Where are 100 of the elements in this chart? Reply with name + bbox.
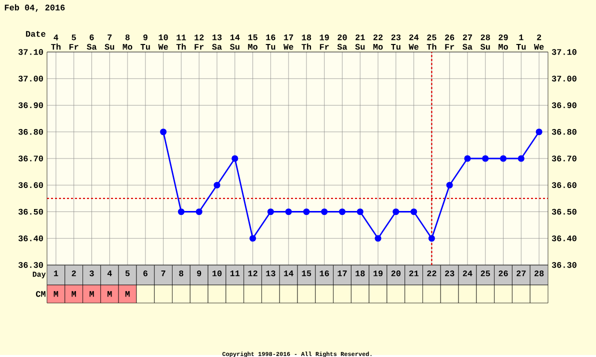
x-tick-label: 23 xyxy=(445,270,454,276)
y2-tick-label: 37.10 xyxy=(552,48,576,55)
point xyxy=(178,208,184,215)
x-tick-label: 13 xyxy=(266,270,276,276)
text: 22 Mo xyxy=(373,34,383,50)
y-tick-label: 36.90 xyxy=(18,102,43,108)
point xyxy=(267,208,274,215)
x-tick-label: 20 xyxy=(391,270,401,276)
text: 20 Sa xyxy=(337,34,348,50)
point xyxy=(338,208,346,215)
x-tick-label: 24 xyxy=(462,270,472,276)
text: M xyxy=(72,291,76,297)
x-tick-label: 15 xyxy=(302,270,312,276)
text: 15 Mo xyxy=(248,34,258,50)
text: 13 Sa xyxy=(212,34,222,50)
x-tick-label: 5 xyxy=(125,270,130,276)
text: 29 Mo xyxy=(498,34,508,50)
point xyxy=(464,155,471,162)
point xyxy=(392,208,400,215)
text: M xyxy=(107,291,112,297)
chart-title: Feb 04, 2016 xyxy=(4,4,65,12)
y-tick-label: 36.30 xyxy=(18,262,43,268)
x-tick-label: 9 xyxy=(197,270,202,276)
text: 24 We xyxy=(408,34,419,50)
text: M xyxy=(90,291,94,297)
point xyxy=(285,208,292,215)
text: 26 Fr xyxy=(445,34,454,50)
x-tick-label: 12 xyxy=(248,270,258,276)
y-tick-label: 36.80 xyxy=(18,128,43,135)
point xyxy=(214,182,220,188)
y2-tick-label: 36.90 xyxy=(552,102,576,108)
text: 25 Th xyxy=(426,34,436,50)
x-tick-label: 7 xyxy=(161,270,166,276)
x-tick-label: 25 xyxy=(480,270,490,276)
x-tick-label: 10 xyxy=(212,270,222,276)
text: 7 Su xyxy=(104,34,114,50)
x2-axis-title: Date xyxy=(26,30,46,37)
point xyxy=(356,208,364,215)
text: M xyxy=(125,291,130,297)
x-tick-label: 8 xyxy=(179,270,184,276)
text: 27 Sa xyxy=(462,34,472,50)
text: 16 Tu xyxy=(266,34,276,50)
x-tick-label: 27 xyxy=(516,270,526,276)
point xyxy=(428,234,435,242)
text: 9 Tu xyxy=(140,34,150,50)
text: 17 We xyxy=(283,34,294,50)
text: 12 Fr xyxy=(194,34,204,50)
x-tick-label: 2 xyxy=(72,270,76,276)
x-tick-label: 11 xyxy=(230,270,240,276)
text: M xyxy=(54,291,58,297)
point xyxy=(232,155,238,162)
point xyxy=(374,234,382,242)
text: 1 Tu xyxy=(516,34,526,50)
x-tick-label: 26 xyxy=(498,270,508,276)
y2-tick-label: 36.50 xyxy=(552,208,576,214)
x-tick-label: 17 xyxy=(338,270,347,276)
point xyxy=(160,128,167,136)
x-tick-label: 18 xyxy=(356,270,365,276)
y-tick-label: 37.10 xyxy=(18,48,43,55)
x-tick-label: 22 xyxy=(427,270,436,276)
text: CM xyxy=(36,290,46,297)
point xyxy=(196,208,202,215)
text: 19 Fr xyxy=(320,34,329,50)
point xyxy=(410,208,418,215)
text: 18 Th xyxy=(302,34,312,50)
text: 6 Sa xyxy=(86,34,97,50)
x-tick-label: 1 xyxy=(54,270,58,276)
y-tick-label: 36.40 xyxy=(18,235,43,242)
point xyxy=(482,155,489,162)
text: 10 We xyxy=(158,34,168,50)
x-tick-label: 3 xyxy=(90,270,94,276)
text: 5 Fr xyxy=(69,34,78,50)
text: 4 Th xyxy=(51,34,61,50)
y-tick-label: 36.70 xyxy=(18,155,43,162)
x-tick-label: 19 xyxy=(374,270,383,276)
text: 28 Su xyxy=(480,34,490,50)
point xyxy=(446,182,453,188)
y2-tick-label: 36.70 xyxy=(552,155,576,162)
y2-tick-label: 36.30 xyxy=(552,262,576,268)
point xyxy=(536,128,542,136)
text: 11 Th xyxy=(176,34,186,50)
y2-tick-label: 37.00 xyxy=(552,76,576,82)
x-tick-label: 21 xyxy=(409,270,419,276)
point xyxy=(500,155,507,162)
text: 23 Tu xyxy=(391,34,401,50)
text: 14 Su xyxy=(230,34,240,50)
y-tick-label: 37.00 xyxy=(18,76,43,82)
x-tick-label: 14 xyxy=(284,270,294,276)
y2-tick-label: 36.60 xyxy=(552,182,576,188)
x-tick-label: 6 xyxy=(143,270,148,276)
point xyxy=(303,208,310,215)
text: 8 Mo xyxy=(122,34,132,50)
x-tick-label: 28 xyxy=(534,270,544,276)
x-tick-label: 4 xyxy=(107,270,112,276)
point xyxy=(321,208,328,215)
x-tick-label: 16 xyxy=(320,270,329,276)
y-tick-label: 36.60 xyxy=(18,182,43,188)
text: 2 We xyxy=(534,34,544,50)
y-tick-label: 36.50 xyxy=(18,208,43,215)
text: 21 Su xyxy=(355,34,365,50)
